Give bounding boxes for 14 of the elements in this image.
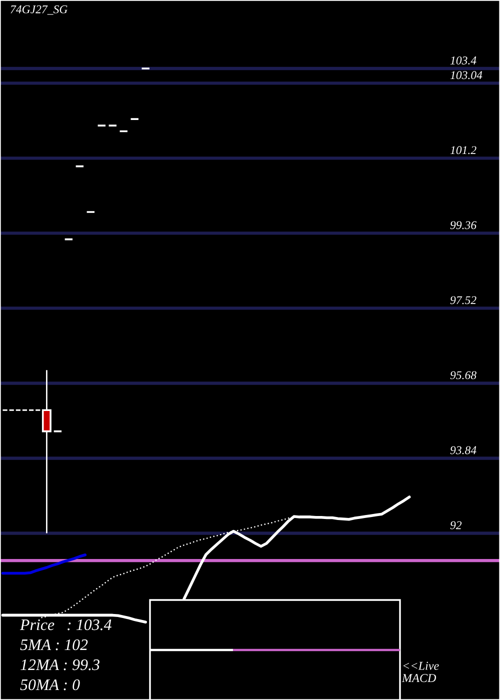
annotation: 50MA : 0 <box>20 679 80 690</box>
y-tick-label: 103.04 <box>450 71 482 80</box>
y-tick-label: 95.68 <box>450 371 476 380</box>
y-tick-label: 101.2 <box>450 146 476 154</box>
chart-title: 74GJ27_SG <box>10 5 68 15</box>
annotation: 12MA : 99.3 <box>20 659 100 670</box>
annotation: 5MA : 102 <box>20 639 88 650</box>
y-tick-label: 103.4 <box>450 56 476 64</box>
y-tick-label: 97.52 <box>450 296 476 304</box>
y-tick-label: 92 <box>450 521 462 530</box>
y-tick-label: 93.84 <box>450 446 476 454</box>
annotation: <<Live MACD <box>402 662 439 682</box>
annotation: Price : 103.4 <box>20 619 112 630</box>
y-tick-label: 99.36 <box>450 221 477 230</box>
